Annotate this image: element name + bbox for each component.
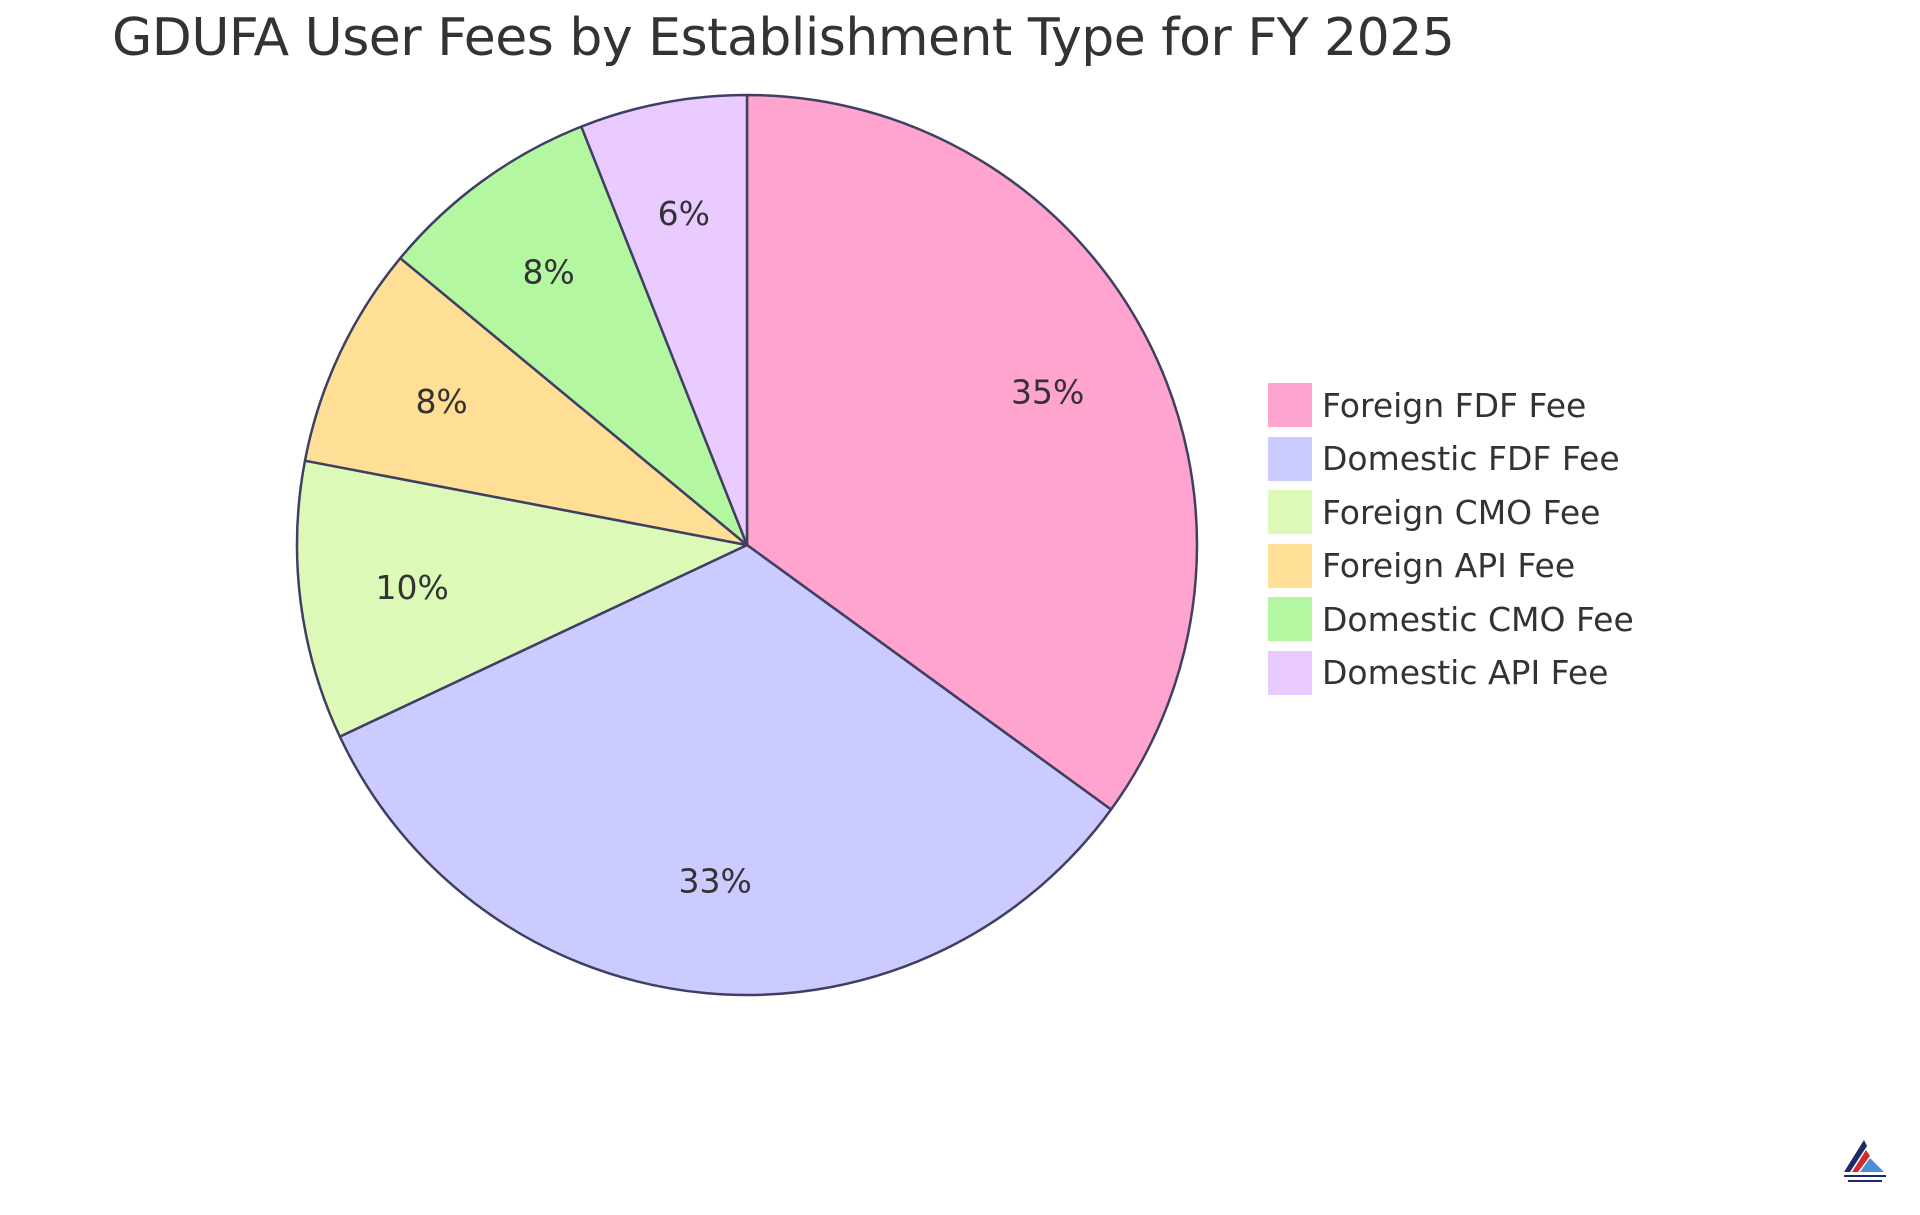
legend-label: Foreign API Fee	[1322, 546, 1576, 585]
legend-swatch	[1268, 597, 1312, 641]
pie-labels: 35% 33% 10% 8% 8% 6%	[375, 194, 1084, 901]
legend-swatch	[1268, 383, 1312, 427]
pie-slice-foreign-api-fee	[303, 256, 749, 547]
slice-label-foreign-api-fee: 8%	[415, 382, 467, 421]
legend-label: Domestic CMO Fee	[1322, 599, 1634, 639]
chart-legend: Foreign FDF Fee Domestic FDF Fee Foreign C…	[1268, 383, 1634, 704]
pie-slice-domestic-fdf-fee	[338, 543, 1113, 997]
legend-item-foreign-cmo-fee: Foreign CMO Fee	[1268, 490, 1634, 534]
pie-slice-foreign-fdf-fee	[745, 93, 1199, 811]
pie-slices	[295, 93, 1199, 997]
legend-item-foreign-api-fee: Foreign API Fee	[1268, 543, 1634, 588]
legend-item-foreign-fdf-fee: Foreign FDF Fee	[1268, 383, 1634, 427]
slice-label-domestic-fdf-fee: 33%	[679, 862, 752, 901]
legend-item-domestic-cmo-fee: Domestic CMO Fee	[1268, 597, 1634, 641]
legend-swatch	[1268, 543, 1312, 588]
legend-swatch	[1268, 490, 1312, 534]
legend-label: Domestic FDF Fee	[1322, 439, 1620, 478]
legend-item-domestic-api-fee: Domestic API Fee	[1268, 650, 1634, 695]
legend-item-domestic-fdf-fee: Domestic FDF Fee	[1268, 436, 1634, 481]
pie-slice-domestic-api-fee	[580, 93, 749, 547]
pie-slice-domestic-cmo-fee	[399, 125, 749, 547]
legend-swatch	[1268, 436, 1312, 481]
slice-label-domestic-api-fee: 6%	[658, 194, 710, 233]
mountain-logo-icon	[1844, 1140, 1886, 1182]
chart-title: GDUFA User Fees by Establishment Type fo…	[112, 8, 1455, 68]
pie-slice-foreign-cmo-fee	[295, 459, 749, 738]
slice-label-domestic-cmo-fee: 8%	[522, 252, 574, 291]
slice-label-foreign-cmo-fee: 10%	[375, 568, 448, 607]
legend-label: Domestic API Fee	[1322, 653, 1609, 692]
legend-swatch	[1268, 650, 1312, 695]
legend-label: Foreign CMO Fee	[1322, 492, 1601, 532]
legend-label: Foreign FDF Fee	[1322, 385, 1587, 425]
slice-label-foreign-fdf-fee: 35%	[1011, 372, 1084, 411]
